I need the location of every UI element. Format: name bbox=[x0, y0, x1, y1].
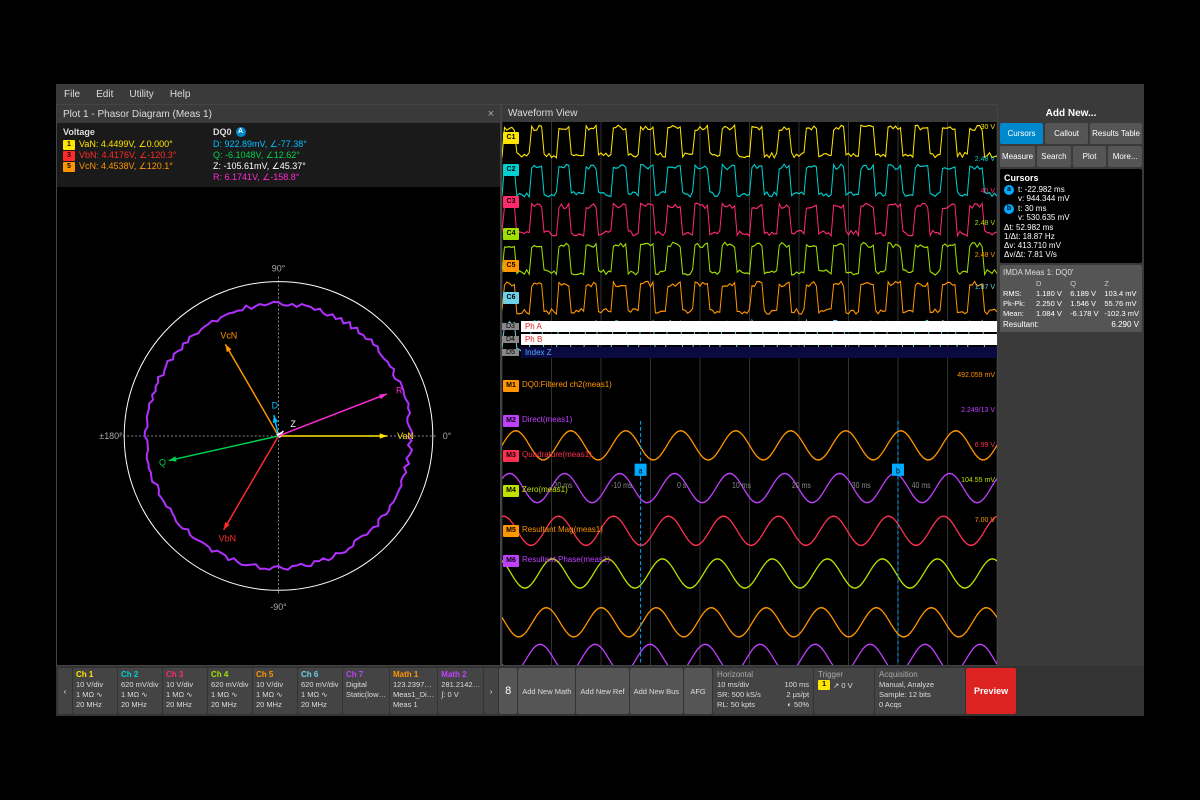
measure-button[interactable]: Measure bbox=[1000, 146, 1035, 167]
menu-edit[interactable]: Edit bbox=[96, 89, 113, 100]
horizontal-settings[interactable]: Horizontal 10 ms/div100 ms SR: 500 kS/s2… bbox=[713, 668, 813, 714]
phasor-panel: Plot 1 - Phasor Diagram (Meas 1) × Volta… bbox=[56, 104, 501, 666]
svg-text:30 ms: 30 ms bbox=[852, 480, 871, 490]
svg-text:-90°: -90° bbox=[270, 602, 287, 612]
add-new-header: Add New... bbox=[1000, 106, 1142, 121]
add-bus-button[interactable]: Add New Bus bbox=[630, 668, 683, 714]
waveform-title: Waveform View bbox=[508, 108, 577, 119]
channel-tab[interactable]: Math 2281.2142…∫: 0 V bbox=[438, 668, 483, 714]
imda-readout: IMDA Meas 1: DQ0' DQZRMS:1.180 V6.189 V1… bbox=[1000, 265, 1142, 332]
svg-text:90°: 90° bbox=[272, 264, 286, 274]
menu-help[interactable]: Help bbox=[170, 89, 191, 100]
more-button[interactable]: More... bbox=[1108, 146, 1142, 167]
channel-tab[interactable]: Ch 4620 mV/div1 MΩ ∿20 MHz bbox=[208, 668, 252, 714]
svg-text:D: D bbox=[272, 400, 279, 410]
phasor-title: Plot 1 - Phasor Diagram (Meas 1) bbox=[63, 109, 212, 120]
svg-text:-10 ms: -10 ms bbox=[611, 480, 632, 490]
menu-bar: File Edit Utility Help bbox=[56, 84, 1144, 104]
svg-text:VbN: VbN bbox=[219, 533, 236, 543]
svg-text:Z: Z bbox=[290, 419, 296, 429]
svg-text:40 ms: 40 ms bbox=[912, 480, 931, 490]
channel-tab[interactable]: Math 1123.2397…Meas1_Di…Meas 1 bbox=[390, 668, 437, 714]
svg-text:Q: Q bbox=[159, 458, 166, 468]
svg-text:10 ms: 10 ms bbox=[732, 480, 751, 490]
svg-text:VaN: VaN bbox=[397, 431, 414, 441]
acquisition-settings[interactable]: Acquisition Manual, Analyze Sample: 12 b… bbox=[875, 668, 965, 714]
svg-text:a: a bbox=[639, 466, 643, 476]
channel-tab[interactable]: Ch 310 V/div1 MΩ ∿20 MHz bbox=[163, 668, 207, 714]
scroll-left-icon[interactable]: ‹ bbox=[58, 668, 72, 714]
preview-button[interactable]: Preview bbox=[966, 668, 1016, 714]
afg-button[interactable]: AFG bbox=[684, 668, 712, 714]
channel-tab[interactable]: Ch 510 V/div1 MΩ ∿20 MHz bbox=[253, 668, 297, 714]
channel-tab[interactable]: Ch 110 V/div1 MΩ ∿20 MHz bbox=[73, 668, 117, 714]
search-button[interactable]: Search bbox=[1037, 146, 1071, 167]
menu-utility[interactable]: Utility bbox=[129, 89, 153, 100]
results-table-button[interactable]: Results Table bbox=[1090, 123, 1142, 144]
waveform-area[interactable]: -20 ms-10 ms0 s10 ms20 ms30 ms40 msabC13… bbox=[502, 122, 997, 665]
channel-count-badge: 8 bbox=[499, 668, 517, 714]
waveform-panel: Waveform View -20 ms-10 ms0 s10 ms20 ms3… bbox=[501, 104, 998, 666]
oscilloscope-app: File Edit Utility Help Plot 1 - Phasor D… bbox=[56, 84, 1144, 716]
scroll-right-icon[interactable]: › bbox=[484, 668, 498, 714]
channel-tab[interactable]: Ch 6620 mV/div1 MΩ ∿20 MHz bbox=[298, 668, 342, 714]
plot-button[interactable]: Plot bbox=[1073, 146, 1107, 167]
cursors-button[interactable]: Cursors bbox=[1000, 123, 1043, 144]
close-icon[interactable]: × bbox=[488, 108, 494, 120]
svg-text:20 ms: 20 ms bbox=[792, 480, 811, 490]
add-ref-button[interactable]: Add New Ref bbox=[576, 668, 628, 714]
svg-text:±180°: ±180° bbox=[99, 431, 123, 441]
svg-text:0 s: 0 s bbox=[677, 480, 686, 490]
svg-text:R: R bbox=[396, 385, 403, 395]
right-panel: Add New... CursorsCalloutResults Table M… bbox=[998, 104, 1144, 666]
add-math-button[interactable]: Add New Math bbox=[518, 668, 575, 714]
callout-button[interactable]: Callout bbox=[1045, 123, 1088, 144]
channel-tab[interactable]: Ch 7DigitalStatic(low… bbox=[343, 668, 389, 714]
channel-tab[interactable]: Ch 2620 mV/div1 MΩ ∿20 MHz bbox=[118, 668, 162, 714]
phasor-diagram[interactable]: 90° 0° -90° ±180° VaN VbN VcN D Q Z R bbox=[57, 187, 500, 665]
svg-text:0°: 0° bbox=[443, 431, 452, 441]
cursors-readout: Cursors at: -22.982 msv: 944.344 mV bt: … bbox=[1000, 169, 1142, 263]
svg-text:b: b bbox=[896, 466, 900, 476]
menu-file[interactable]: File bbox=[64, 89, 80, 100]
svg-text:VcN: VcN bbox=[220, 331, 237, 341]
trigger-settings[interactable]: Trigger 1↗ 0 V bbox=[814, 668, 874, 714]
bottom-bar: ‹ Ch 110 V/div1 MΩ ∿20 MHzCh 2620 mV/div… bbox=[56, 666, 1144, 716]
phasor-legend: Voltage 1VaN: 4.4499V, ∠0.000°3VbN: 4.41… bbox=[57, 123, 500, 187]
